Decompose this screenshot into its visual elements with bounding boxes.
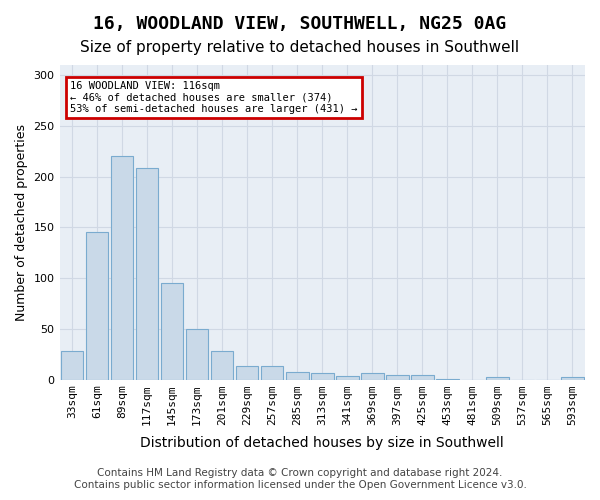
Bar — [236, 366, 259, 380]
Bar — [436, 378, 458, 380]
Bar — [86, 232, 109, 380]
Text: 16, WOODLAND VIEW, SOUTHWELL, NG25 0AG: 16, WOODLAND VIEW, SOUTHWELL, NG25 0AG — [94, 15, 506, 33]
Text: Size of property relative to detached houses in Southwell: Size of property relative to detached ho… — [80, 40, 520, 55]
Bar — [161, 283, 184, 380]
Bar — [486, 378, 509, 380]
Bar — [211, 351, 233, 380]
Bar — [386, 376, 409, 380]
Bar — [286, 372, 308, 380]
Bar — [411, 376, 434, 380]
Bar — [561, 378, 584, 380]
Bar — [336, 376, 359, 380]
Bar — [261, 366, 283, 380]
Y-axis label: Number of detached properties: Number of detached properties — [15, 124, 28, 321]
Text: 16 WOODLAND VIEW: 116sqm
← 46% of detached houses are smaller (374)
53% of semi-: 16 WOODLAND VIEW: 116sqm ← 46% of detach… — [70, 80, 358, 114]
Text: Contains HM Land Registry data © Crown copyright and database right 2024.
Contai: Contains HM Land Registry data © Crown c… — [74, 468, 526, 490]
Bar — [111, 156, 133, 380]
Bar — [61, 351, 83, 380]
X-axis label: Distribution of detached houses by size in Southwell: Distribution of detached houses by size … — [140, 436, 504, 450]
Bar — [361, 374, 383, 380]
Bar — [186, 329, 208, 380]
Bar — [136, 168, 158, 380]
Bar — [311, 374, 334, 380]
